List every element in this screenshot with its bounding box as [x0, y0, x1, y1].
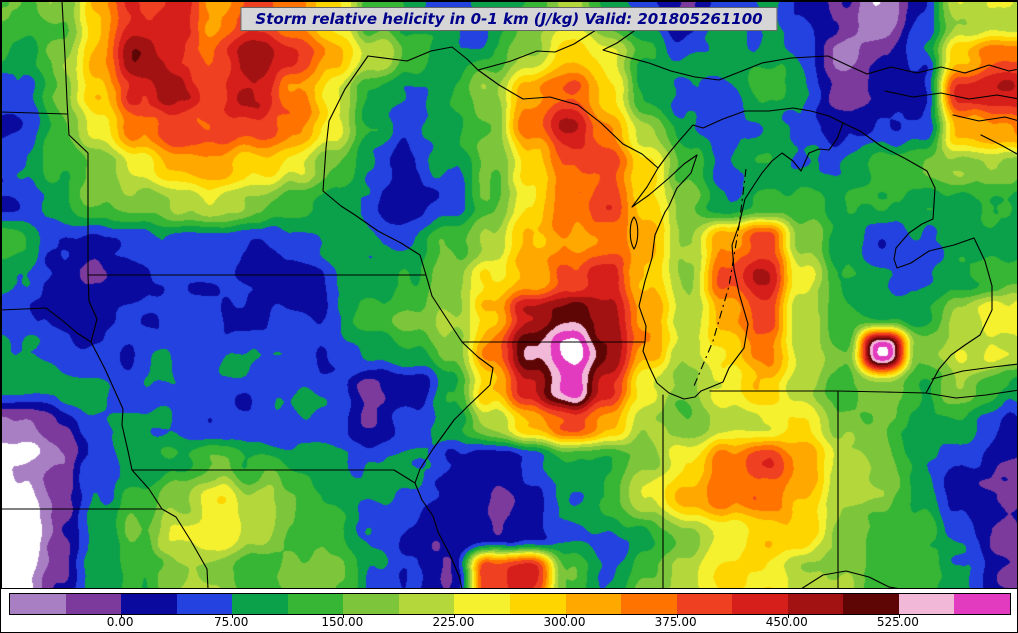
colorbar-segment: [121, 594, 177, 614]
colorbar-labels: 0.00 75.00 150.00 225.00 300.00 375.00 450.00 5…: [9, 615, 1009, 632]
colorbar-tick-label: 450.00: [765, 615, 808, 629]
colorbar-segment: [787, 594, 844, 614]
colorbar-tick: [343, 614, 345, 618]
colorbar-segment: [65, 594, 122, 614]
colorbar-segment: [10, 594, 66, 614]
colorbar-segment: [565, 594, 622, 614]
helicity-field-canvas: [1, 1, 1017, 589]
colorbar-tick-label: 150.00: [321, 615, 364, 629]
colorbar-tick: [121, 614, 123, 618]
colorbar-segment: [954, 594, 1010, 614]
map-title-box: Storm relative helicity in 0-1 km (J/kg)…: [240, 7, 778, 31]
colorbar-tick: [454, 614, 456, 618]
colorbar-segment: [398, 594, 455, 614]
colorbar-segment: [676, 594, 733, 614]
colorbar-tick-label: 75.00: [214, 615, 249, 629]
colorbar-segment: [176, 594, 233, 614]
colorbar-tick: [898, 614, 900, 618]
colorbar-segment: [621, 594, 677, 614]
colorbar-tick: [232, 614, 234, 618]
colorbar: [9, 593, 1011, 618]
colorbar-tick: [787, 614, 789, 618]
colorbar-tick-label: 0.00: [106, 615, 134, 629]
colorbar-tick-label: 225.00: [432, 615, 475, 629]
colorbar-tick: [676, 614, 678, 618]
colorbar-segment: [843, 594, 899, 614]
colorbar-tick-label: 525.00: [876, 615, 919, 629]
colorbar-tick-label: 375.00: [654, 615, 697, 629]
colorbar-segment: [232, 594, 288, 614]
colorbar-segment: [343, 594, 399, 614]
colorbar-tick: [565, 614, 567, 618]
colorbar-tick-label: 300.00: [543, 615, 586, 629]
colorbar-segment: [732, 594, 788, 614]
map-title: Storm relative helicity in 0-1 km (J/kg)…: [255, 10, 763, 28]
colorbar-segment: [510, 594, 566, 614]
colorbar-segment: [898, 594, 955, 614]
colorbar-segment: [287, 594, 344, 614]
colorbar-segment: [454, 594, 510, 614]
